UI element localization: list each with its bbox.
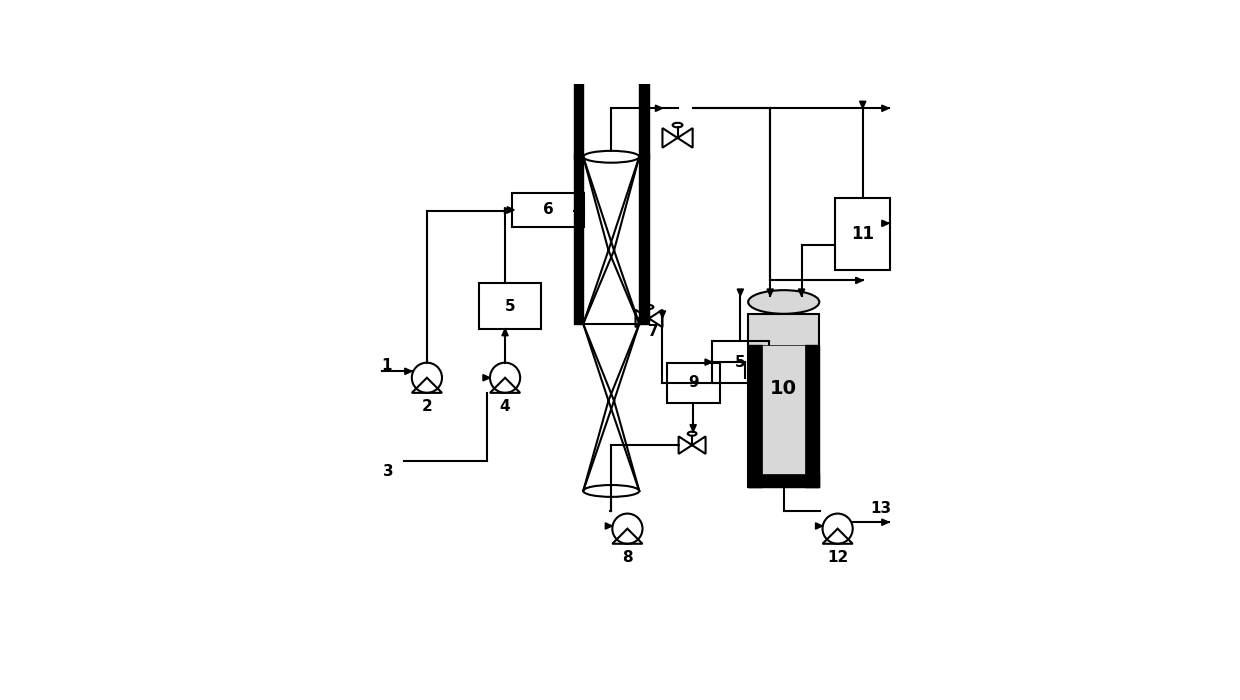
Polygon shape: [882, 220, 889, 227]
Polygon shape: [856, 277, 863, 284]
Bar: [748, 314, 820, 487]
Polygon shape: [577, 178, 583, 185]
Polygon shape: [507, 206, 515, 213]
Text: 5: 5: [505, 299, 516, 314]
Text: 1: 1: [381, 358, 392, 373]
Bar: [763, 345, 805, 474]
Bar: [640, 154, 649, 324]
Text: 10: 10: [770, 379, 797, 398]
Polygon shape: [640, 315, 646, 321]
Bar: [748, 345, 763, 487]
Bar: [512, 193, 584, 227]
Polygon shape: [482, 374, 490, 381]
Text: 11: 11: [851, 225, 874, 243]
Bar: [667, 363, 719, 403]
Polygon shape: [816, 523, 822, 529]
Text: 2: 2: [422, 399, 433, 414]
Text: 4: 4: [500, 399, 511, 414]
Polygon shape: [574, 207, 580, 214]
Text: 7: 7: [649, 324, 658, 340]
Text: 8: 8: [622, 550, 632, 565]
Polygon shape: [660, 311, 666, 318]
Bar: [574, 0, 583, 160]
Bar: [574, 154, 583, 324]
Text: 9: 9: [688, 375, 698, 391]
Polygon shape: [768, 289, 774, 296]
Bar: [479, 284, 541, 329]
Polygon shape: [404, 368, 412, 374]
Text: 6: 6: [543, 202, 553, 218]
Polygon shape: [706, 359, 712, 365]
Text: 3: 3: [383, 463, 394, 479]
Text: 13: 13: [870, 501, 892, 516]
Text: 12: 12: [827, 550, 848, 565]
Polygon shape: [799, 289, 805, 296]
Polygon shape: [882, 519, 889, 526]
Text: 5: 5: [735, 355, 745, 370]
Polygon shape: [738, 289, 744, 296]
Polygon shape: [656, 105, 662, 111]
Bar: [640, 0, 649, 160]
Polygon shape: [505, 207, 512, 214]
Polygon shape: [605, 523, 613, 529]
Bar: [805, 345, 820, 487]
Polygon shape: [502, 329, 508, 336]
Bar: [835, 198, 890, 270]
Ellipse shape: [748, 290, 820, 314]
Bar: [748, 474, 820, 487]
Polygon shape: [882, 105, 889, 111]
Polygon shape: [689, 425, 697, 432]
Bar: [712, 341, 769, 383]
Polygon shape: [859, 102, 866, 108]
